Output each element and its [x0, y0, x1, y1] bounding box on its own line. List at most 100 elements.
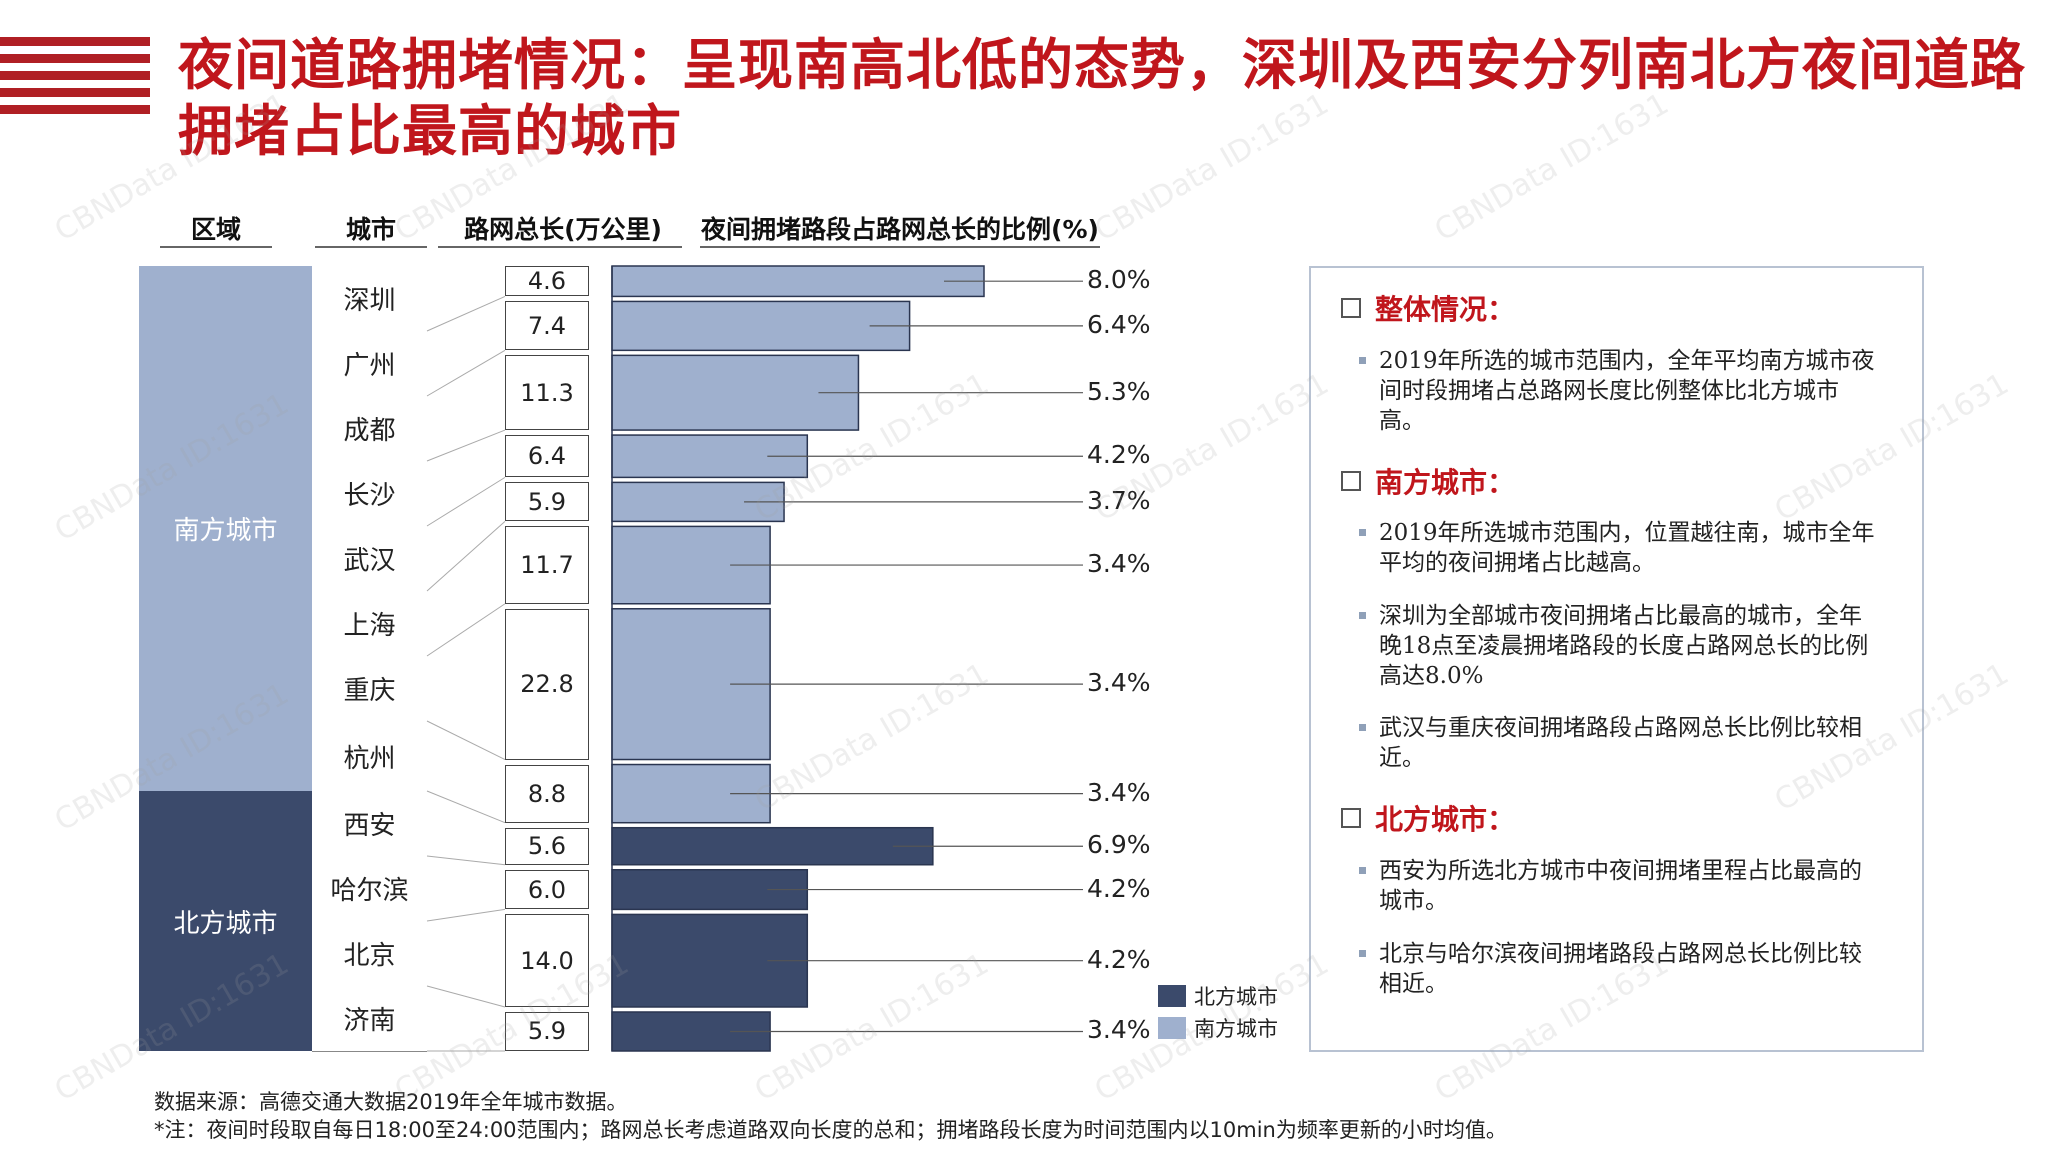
city-cell: 重庆 — [312, 656, 427, 722]
header-region: 区域 — [190, 215, 241, 244]
length-cell: 6.0 — [505, 869, 589, 910]
bullet-icon — [1359, 612, 1366, 619]
percent-label: 3.4% — [1087, 777, 1151, 807]
section-heading-overall: 整体情况： — [1341, 288, 1515, 328]
length-cell: 22.8 — [505, 608, 589, 760]
city-cell: 成都 — [312, 396, 427, 462]
bullet-icon — [1359, 867, 1366, 874]
connector-line — [426, 476, 506, 527]
city-cell: 西安 — [312, 791, 427, 857]
bar — [611, 354, 860, 431]
footer-note: *注：夜间时段取自每日18:00至24:00范围内；路网总长考虑道路双向长度的总… — [154, 1118, 1507, 1142]
checkbox-icon — [1341, 471, 1361, 491]
page-title: 夜间道路拥堵情况：呈现南高北低的态势，深圳及西安分列南北方夜间道路拥堵占比最高的… — [178, 33, 2027, 163]
bullet-item: 2019年所选的城市范围内，全年平均南方城市夜间时段拥堵占总路网长度比例整体比北… — [1359, 346, 1879, 436]
city-cell: 武汉 — [312, 526, 427, 592]
length-cell: 11.3 — [505, 355, 589, 431]
region-north: 北方城市 — [139, 791, 312, 1051]
percent-label: 3.4% — [1087, 668, 1151, 698]
bullet-item: 武汉与重庆夜间拥堵路段占路网总长比例比较相近。 — [1359, 713, 1879, 773]
city-cell: 深圳 — [312, 266, 427, 332]
section-heading-south: 南方城市： — [1341, 461, 1515, 501]
region-south: 南方城市 — [139, 266, 312, 791]
bullet-item: 2019年所选城市范围内，位置越往南，城市全年平均的夜间拥堵占比越高。 — [1359, 518, 1879, 578]
header-ratio: 夜间拥堵路段占路网总长的比例(%) — [701, 215, 1099, 244]
bullet-item: 深圳为全部城市夜间拥堵占比最高的城市，全年晚18点至凌晨拥堵路段的长度占路网总长… — [1359, 601, 1879, 691]
connector-line — [426, 603, 506, 657]
legend-north: 北方城市 — [1158, 981, 1278, 1011]
length-cell: 11.7 — [505, 526, 589, 604]
percent-label: 4.2% — [1087, 944, 1151, 974]
section-heading-north: 北方城市： — [1341, 798, 1515, 838]
bullet-item: 北京与哈尔滨夜间拥堵路段占路网总长比例比较相近。 — [1359, 939, 1879, 999]
bullet-icon — [1359, 529, 1366, 536]
legend-south: 南方城市 — [1158, 1013, 1278, 1043]
bar — [611, 434, 809, 479]
header-region-underline — [160, 246, 272, 248]
percent-label: 3.4% — [1087, 1015, 1151, 1045]
city-cell: 北京 — [312, 921, 427, 987]
watermark: CBNData ID:1631 — [748, 656, 995, 819]
connector-line — [426, 790, 506, 824]
length-cell: 8.8 — [505, 764, 589, 823]
footer-source: 数据来源：高德交通大数据2019年全年城市数据。 — [154, 1090, 628, 1114]
header-length-underline — [438, 246, 682, 248]
bullet-text: 北京与哈尔滨夜间拥堵路段占路网总长比例比较相近。 — [1379, 941, 1862, 997]
percent-label: 3.4% — [1087, 549, 1151, 579]
checkbox-icon — [1341, 808, 1361, 828]
length-cell: 7.4 — [505, 301, 589, 351]
legend-south-swatch — [1158, 1017, 1186, 1039]
watermark: CBNData ID:1631 — [748, 366, 995, 529]
length-cell: 14.0 — [505, 914, 589, 1007]
section-heading-text: 整体情况： — [1375, 293, 1516, 326]
bullet-text: 深圳为全部城市夜间拥堵占比最高的城市，全年晚18点至凌晨拥堵路段的长度占路网总长… — [1379, 603, 1869, 689]
city-cell: 哈尔滨 — [312, 856, 427, 922]
city-cell: 广州 — [312, 331, 427, 397]
bullet-item: 西安为所选北方城市中夜间拥堵里程占比最高的城市。 — [1359, 856, 1879, 916]
legend-north-swatch — [1158, 985, 1186, 1007]
header-stripe-2 — [0, 54, 150, 63]
length-cell: 5.9 — [505, 1011, 589, 1051]
percent-label: 4.2% — [1087, 440, 1151, 470]
percent-label: 8.0% — [1087, 265, 1151, 295]
connector-line — [426, 985, 506, 1008]
bullet-text: 2019年所选城市范围内，位置越往南，城市全年平均的夜间拥堵占比越高。 — [1379, 520, 1875, 576]
city-cell: 杭州 — [312, 721, 427, 792]
header-stripe-4 — [0, 88, 150, 97]
percent-label: 6.4% — [1087, 309, 1151, 339]
bar — [611, 826, 934, 866]
header-stripe-3 — [0, 71, 150, 80]
header-city: 城市 — [345, 215, 396, 244]
summary-panel: 整体情况： 2019年所选的城市范围内，全年平均南方城市夜间时段拥堵占总路网长度… — [1309, 266, 1924, 1052]
legend-south-label: 南方城市 — [1194, 1017, 1278, 1041]
bullet-icon — [1359, 950, 1366, 957]
bullet-icon — [1359, 724, 1366, 731]
header-stripe-5 — [0, 105, 150, 114]
length-cell: 5.6 — [505, 827, 589, 865]
bullet-icon — [1359, 357, 1366, 364]
bar — [611, 1011, 771, 1052]
connector-line — [426, 295, 506, 332]
header-city-underline — [315, 246, 427, 248]
city-cell: 上海 — [312, 591, 427, 657]
length-cell: 4.6 — [505, 266, 589, 297]
header-stripe-1 — [0, 37, 150, 46]
checkbox-icon — [1341, 298, 1361, 318]
connector-line — [426, 855, 506, 866]
watermark: CBNData ID:1631 — [748, 946, 995, 1109]
bar — [611, 763, 771, 824]
section-heading-text: 北方城市： — [1375, 803, 1516, 836]
bullet-text: 武汉与重庆夜间拥堵路段占路网总长比例比较相近。 — [1379, 715, 1862, 771]
header-length: 路网总长(万公里) — [464, 215, 662, 244]
bar — [611, 300, 911, 352]
bar — [611, 913, 809, 1008]
connector-line — [426, 720, 506, 760]
bar — [611, 608, 771, 761]
percent-label: 4.2% — [1087, 873, 1151, 903]
bar — [611, 525, 771, 605]
bullet-text: 西安为所选北方城市中夜间拥堵里程占比最高的城市。 — [1379, 858, 1862, 914]
percent-label: 6.9% — [1087, 830, 1151, 860]
percent-label: 5.3% — [1087, 376, 1151, 406]
connector-line — [426, 908, 506, 922]
connector-line — [426, 349, 506, 397]
